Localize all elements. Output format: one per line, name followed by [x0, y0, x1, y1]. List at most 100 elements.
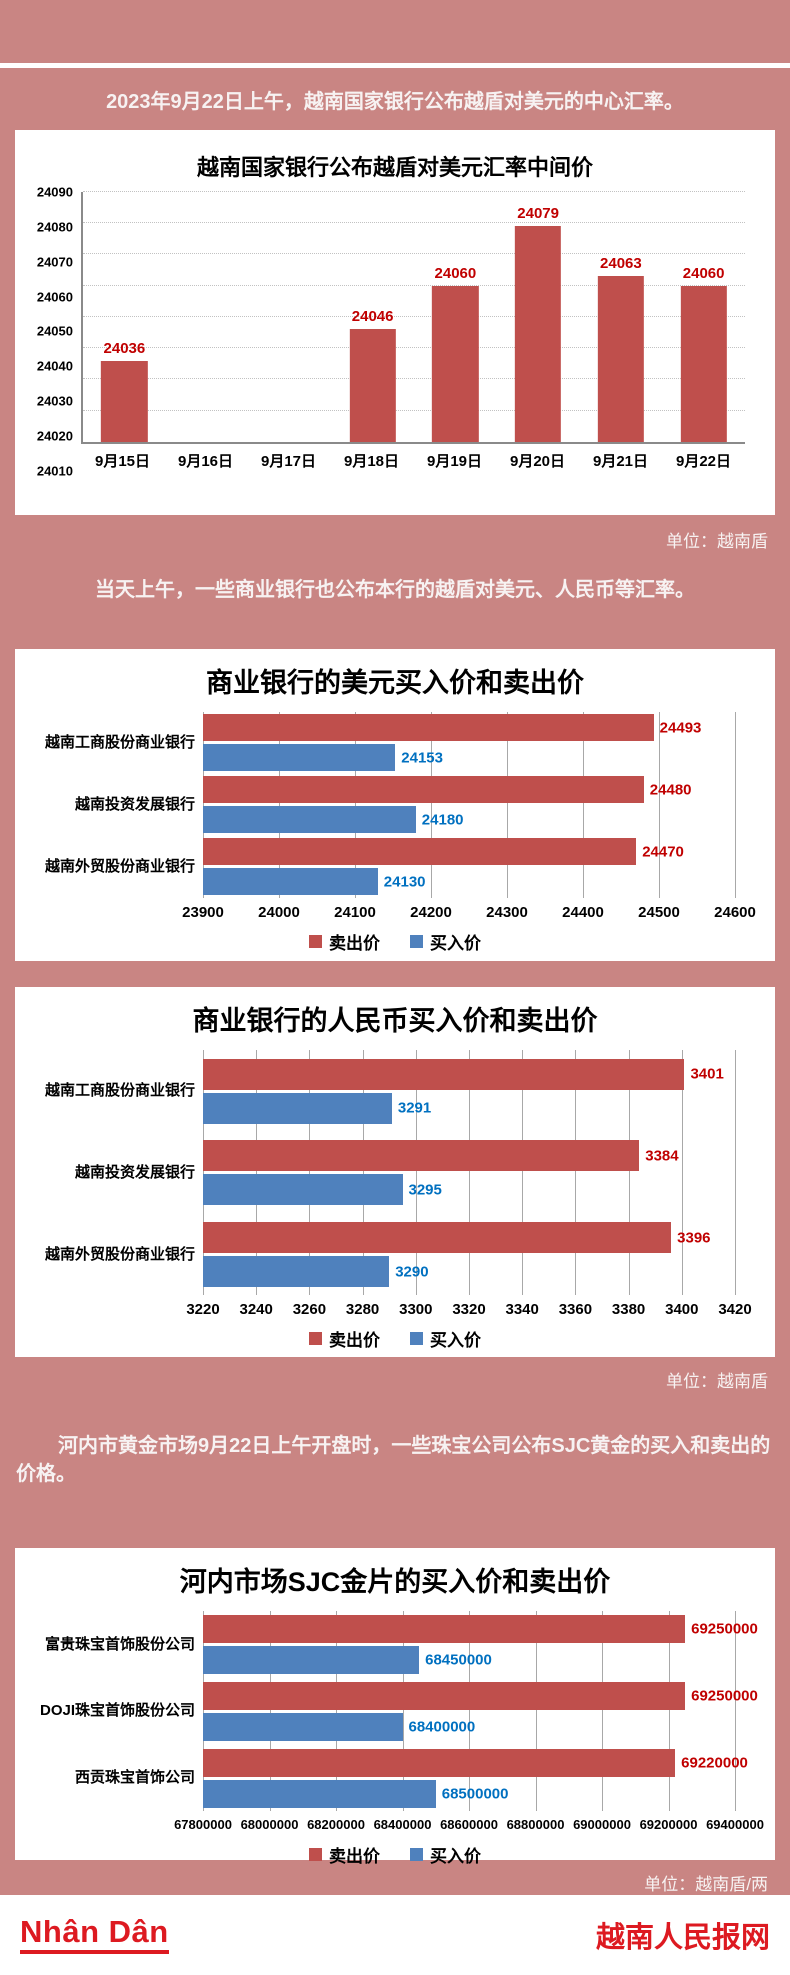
- category-label: 越南投资发展银行: [74, 1163, 195, 1181]
- y-tick-label: 24050: [36, 323, 73, 339]
- y-tick-label: 24070: [36, 254, 73, 270]
- gridline: [507, 711, 508, 898]
- bar-slot: [249, 192, 332, 442]
- plot-area: 24493 24153 24480 24180 24470 24130: [203, 711, 736, 898]
- chart-body: 越南工商股份商业银行 越南投资发展银行 越南外贸股份商业银行 3401 3291 3384…: [15, 1050, 775, 1322]
- bar-value-label: 24063: [600, 255, 642, 273]
- bar-slot: 24060: [662, 192, 745, 442]
- gridline: [83, 378, 745, 380]
- bar-value-label: 24036: [103, 339, 146, 357]
- y-tick-label: 24060: [36, 289, 73, 305]
- x-tick-label: 3380: [611, 1301, 646, 1319]
- legend-label: 买入价: [430, 933, 481, 953]
- bar-value-label: 24060: [682, 264, 725, 282]
- x-tick-label: 3360: [558, 1301, 593, 1319]
- gridline: [469, 1050, 470, 1296]
- gridline: [535, 1611, 537, 1812]
- x-tick-label: 68000000: [240, 1817, 299, 1833]
- bar-value-label: 24046: [351, 308, 394, 326]
- cny-buy-sell-chart: 越南工商股份商业银行 越南投资发展银行 越南外贸股份商业银行 3401 3291 3384…: [15, 1050, 775, 1351]
- plot-column: 69250000 68450000 69250000 68400000 69220000…: [174, 1611, 764, 1838]
- x-tick-label: 9月20日: [509, 452, 566, 470]
- chart-title: 越南国家银行公布越盾对美元汇率中间价: [196, 154, 593, 180]
- legend-swatch: [309, 1332, 322, 1346]
- x-tick-label: 23900: [182, 903, 224, 921]
- x-axis-labels: 23900 24000 24100 24200 24300 24400 24500 24600: [182, 901, 756, 925]
- x-tick-label: 3280: [345, 1301, 380, 1319]
- category-label: 越南工商股份商业银行: [44, 733, 195, 751]
- gridline: [628, 1050, 630, 1296]
- x-tick-label: 68600000: [440, 1817, 498, 1833]
- x-axis-labels: 67800000 68000000 68200000 68400000 68600000…: [174, 1814, 764, 1838]
- bar-value-label: 3290: [395, 1263, 429, 1281]
- gridline: [402, 1611, 404, 1812]
- bar: [514, 226, 562, 442]
- buy-bar: 68400000: [203, 1712, 475, 1741]
- sell-bar: 24480: [203, 776, 692, 804]
- x-tick-label: 68800000: [506, 1817, 565, 1833]
- bar: [101, 360, 148, 442]
- chart-title: 河内市场SJC金片的买入价和卖出价: [179, 1567, 611, 1598]
- gridline: [83, 284, 745, 286]
- x-tick-label: 24600: [714, 903, 756, 921]
- y-tick-label: 24040: [36, 358, 73, 374]
- gridline: [431, 711, 432, 898]
- gridline: [203, 711, 204, 898]
- x-tick-label: 3220: [186, 1301, 220, 1319]
- site-name: 越南人民报网: [595, 1922, 770, 1955]
- gridline: [83, 409, 745, 411]
- gridline: [583, 711, 584, 898]
- bar-group: 3401 3291: [203, 1050, 735, 1132]
- bar-value-label: 24079: [517, 205, 559, 223]
- bar-value-label: 3401: [690, 1065, 724, 1083]
- x-tick-label: 24000: [258, 903, 300, 921]
- gridline: [659, 711, 660, 898]
- x-tick-label: 69200000: [639, 1817, 698, 1833]
- plot-area: 3401 3291 3384 3295 3396 3290: [203, 1050, 736, 1296]
- bars-layer: 24036 24046 24060 24079 24063 24060: [83, 192, 745, 442]
- unit-label-1: 单位：越南盾: [666, 531, 768, 551]
- bar-group: 69220000 68500000: [203, 1745, 748, 1812]
- bar-slot: [166, 192, 249, 442]
- x-tick-label: 24200: [410, 903, 452, 921]
- bar-value-label: 24180: [421, 811, 464, 829]
- nhandan-logo: Nhân Dân: [20, 1916, 169, 1954]
- gridline: [83, 315, 745, 317]
- y-tick-label: 24030: [36, 393, 73, 409]
- bar-slot: 24046: [331, 192, 414, 442]
- page-footer: Nhân Dân 越南人民报网: [0, 1895, 790, 1975]
- x-tick-label: 9月21日: [592, 452, 649, 470]
- bar-value-label: 3291: [397, 1099, 432, 1117]
- legend-item: 卖出价: [309, 1842, 380, 1867]
- bar-group: 69250000 68400000: [203, 1678, 758, 1745]
- category-label: 富贵珠宝首饰股份公司: [44, 1635, 195, 1653]
- chart-legend: 卖出价 买入价: [15, 929, 775, 954]
- gridline: [83, 222, 745, 224]
- bar-group: 3396 3290: [203, 1214, 735, 1296]
- legend-swatch: [410, 1848, 423, 1862]
- chart-panel-usd: 商业银行的美元买入价和卖出价 越南工商股份商业银行 越南投资发展银行 越南外贸股份商…: [15, 648, 775, 962]
- y-tick-label: 24010: [36, 463, 73, 479]
- bar: [432, 285, 479, 442]
- category-labels: 富贵珠宝首饰股份公司 DOJI珠宝首饰股份公司 西贡珠宝首饰公司: [15, 1611, 203, 1811]
- x-tick-label: 9月18日: [343, 452, 400, 470]
- bar-value-label: 24153: [401, 749, 443, 767]
- plot-area: 69250000 68450000 69250000 68400000 69220000…: [203, 1611, 758, 1812]
- chart-panel-central-rate: 越南国家银行公布越盾对美元汇率中间价 24010 24020 24030 24040 2…: [15, 129, 775, 515]
- buy-bar: 68500000: [203, 1779, 509, 1808]
- x-tick-label: 69400000: [706, 1817, 764, 1833]
- buy-bar: 24153: [203, 744, 443, 772]
- plot-column: 24493 24153 24480 24180 24470 24130 23900 24000…: [182, 711, 756, 925]
- unit-label-3: 单位：越南盾/两: [644, 1875, 768, 1895]
- gridline: [735, 711, 736, 898]
- chart-title: 商业银行的人民币买入价和卖出价: [192, 1006, 598, 1037]
- bar-value-label: 3295: [408, 1181, 442, 1199]
- gridline: [203, 1050, 204, 1296]
- gridline: [83, 347, 745, 349]
- x-tick-label: 3400: [665, 1301, 699, 1319]
- usd-buy-sell-chart: 越南工商股份商业银行 越南投资发展银行 越南外贸股份商业银行 24493 24153 24…: [15, 711, 775, 954]
- plot-column: 3401 3291 3384 3295 3396 3290 3220 3240 3260 3280…: [186, 1050, 752, 1322]
- bar-value-label: 24130: [383, 873, 426, 891]
- bar-value-label: 24493: [659, 719, 702, 737]
- gridline: [522, 1050, 524, 1296]
